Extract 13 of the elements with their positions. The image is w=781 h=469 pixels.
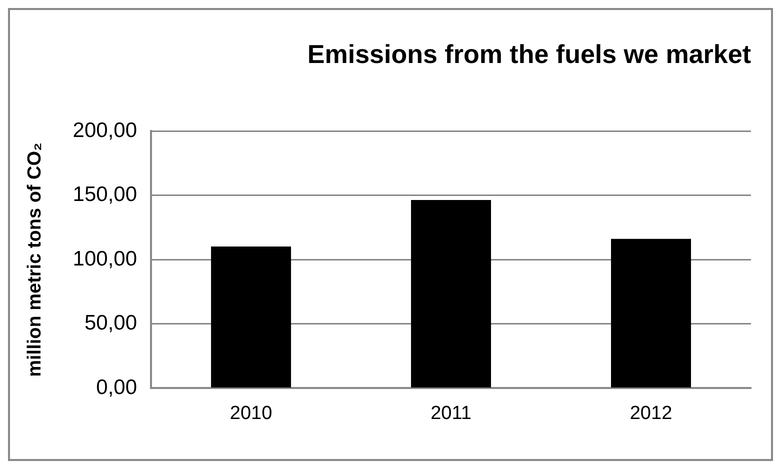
y-axis-title: million metric tons of CO₂ (24, 142, 46, 377)
bar (211, 246, 292, 388)
x-tick-label: 2010 (230, 402, 272, 424)
chart-title: Emissions from the fuels we market (307, 38, 752, 69)
bar (611, 238, 692, 388)
x-tick-label: 2012 (630, 402, 672, 424)
y-tick-label: 200,00 (72, 118, 138, 142)
y-tick-label: 150,00 (72, 183, 138, 206)
y-tick-label: 50,00 (84, 312, 138, 335)
x-tick-label: 2011 (430, 402, 472, 424)
bar (411, 200, 492, 388)
y-tick-label: 100,00 (72, 247, 138, 270)
y-tick-label: 0,00 (96, 376, 138, 399)
